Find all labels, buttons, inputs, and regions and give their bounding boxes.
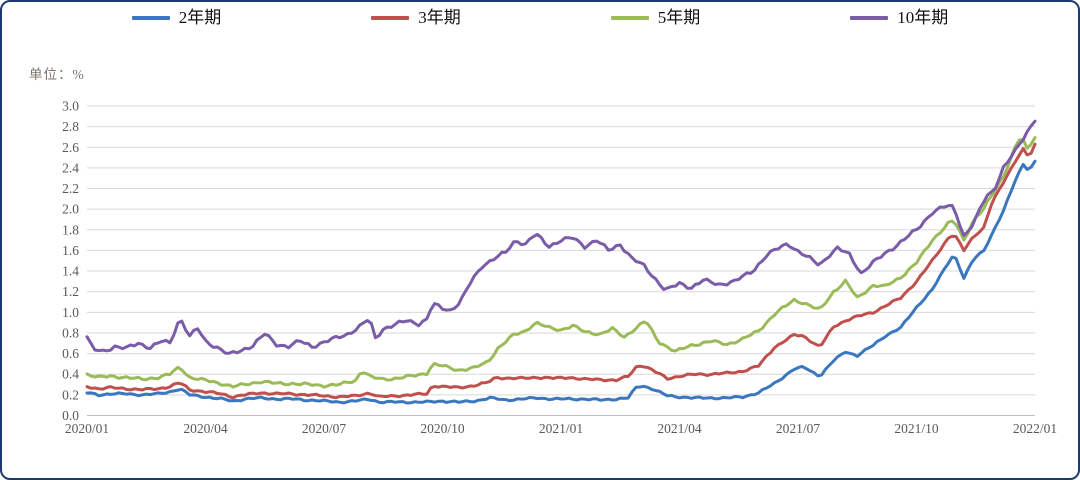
legend-item-2年期: 2年期 — [131, 8, 222, 27]
series-line-3年期 — [85, 142, 1037, 400]
y-tick-label: 2.0 — [62, 202, 79, 217]
legend-swatch-icon — [850, 15, 889, 20]
legend-label: 3年期 — [418, 8, 461, 27]
x-tick-label: 2022/01 — [1013, 421, 1057, 436]
legend-label: 5年期 — [657, 8, 701, 27]
y-tick-label: 0.6 — [62, 346, 79, 361]
legend-swatch-icon — [610, 15, 649, 20]
legend-item-3年期: 3年期 — [371, 9, 461, 26]
y-tick-label: 0.4 — [62, 367, 79, 382]
x-tick-label: 2020/04 — [183, 421, 228, 436]
legend-label: 10年期 — [897, 8, 949, 27]
x-tick-label: 2020/07 — [302, 421, 347, 436]
y-tick-label: 0.0 — [62, 408, 79, 423]
legend-swatch-icon — [131, 15, 170, 20]
x-tick-label: 2020/10 — [420, 421, 465, 436]
y-tick-label: 1.6 — [62, 243, 79, 258]
y-tick-label: 2.8 — [62, 119, 79, 134]
y-tick-label: 1.0 — [62, 305, 79, 320]
series-line-5年期 — [85, 136, 1037, 389]
x-tick-label: 2021/04 — [657, 421, 702, 436]
x-tick-label: 2021/07 — [776, 421, 821, 436]
y-tick-label: 2.4 — [62, 160, 79, 175]
legend-swatch-icon — [371, 15, 410, 20]
y-tick-label: 1.4 — [62, 264, 79, 279]
legend-label: 2年期 — [178, 8, 222, 27]
legend-item-10年期: 10年期 — [850, 9, 948, 26]
y-tick-label: 1.8 — [62, 222, 79, 237]
y-tick-label: 2.2 — [62, 181, 79, 196]
series-line-10年期 — [85, 119, 1037, 355]
y-tick-label: 0.2 — [62, 387, 79, 402]
series-line-2年期 — [85, 159, 1037, 405]
x-tick-label: 2020/01 — [65, 421, 109, 436]
y-tick-label: 1.2 — [62, 284, 79, 299]
y-tick-label: 3.0 — [62, 98, 79, 113]
x-tick-label: 2021/01 — [539, 421, 583, 436]
y-tick-label: 0.8 — [62, 325, 79, 340]
x-tick-label: 2021/10 — [894, 421, 939, 436]
legend-item-5年期: 5年期 — [610, 8, 701, 27]
y-axis-unit-label: 单位：% — [29, 67, 85, 82]
y-tick-label: 2.6 — [62, 140, 79, 155]
legend: 2年期 3年期 5年期 10年期 — [2, 9, 1078, 26]
